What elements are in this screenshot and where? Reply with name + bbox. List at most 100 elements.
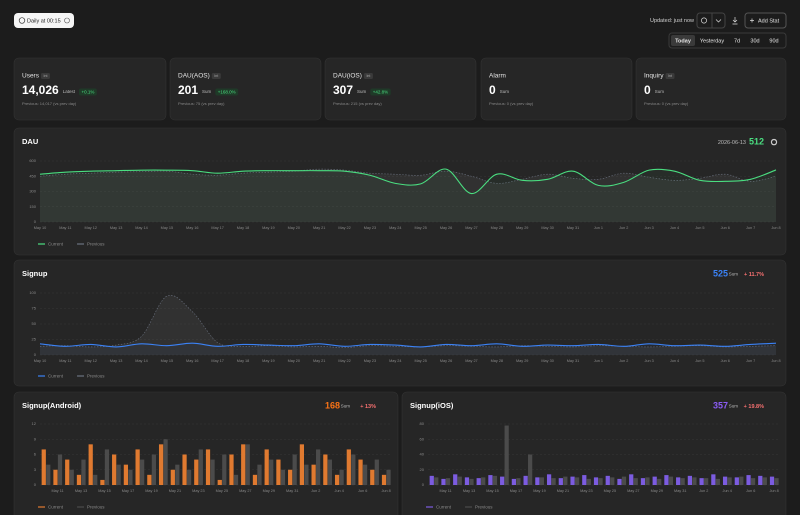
previous-bar xyxy=(621,476,627,485)
range-tabs xyxy=(668,32,787,49)
chart-change: + 19.8% xyxy=(744,404,764,410)
x-tick-label: May 13 xyxy=(75,489,87,493)
x-tick-label: May 18 xyxy=(237,226,249,230)
legend-label: Current xyxy=(436,504,452,509)
previous-bar xyxy=(774,478,779,485)
current-bar xyxy=(769,476,775,485)
x-tick-label: Jun 2 xyxy=(699,489,708,493)
stat-title: Users xyxy=(22,73,40,80)
previous-bar xyxy=(715,478,720,485)
stat-kind: Sum xyxy=(357,89,367,94)
y-tick-label: 20 xyxy=(420,467,425,472)
current-area xyxy=(40,169,776,222)
previous-bar xyxy=(81,459,86,485)
refresh-button[interactable] xyxy=(696,12,726,29)
add-stat-button[interactable]: Add Stat xyxy=(744,12,787,29)
x-tick-label: May 31 xyxy=(286,489,298,493)
x-tick-label: May 25 xyxy=(216,489,228,493)
current-bar xyxy=(41,449,46,485)
current-bar xyxy=(53,469,58,485)
x-tick-label: May 16 xyxy=(186,226,198,230)
x-tick-label: Jun 5 xyxy=(695,226,704,230)
stat-badge: Int xyxy=(668,74,672,78)
previous-bar xyxy=(128,469,133,485)
previous-bar xyxy=(386,469,391,485)
stat-value: 14,026 xyxy=(22,83,59,97)
current-bar xyxy=(205,449,211,485)
current-bar xyxy=(229,454,234,485)
range-tab[interactable]: Yesterday xyxy=(700,38,725,44)
current-bar xyxy=(711,474,716,485)
previous-bar xyxy=(563,476,568,485)
previous-bar xyxy=(481,477,486,485)
range-tab[interactable]: 7d xyxy=(734,38,740,44)
current-bar xyxy=(687,475,692,485)
previous-bar xyxy=(186,469,192,485)
chart-total: 168 xyxy=(325,400,340,410)
current-bar xyxy=(523,475,528,485)
range-tab[interactable]: Today xyxy=(671,35,695,46)
range-tab[interactable]: 30d xyxy=(750,38,759,44)
x-tick-label: Jun 3 xyxy=(644,359,653,363)
x-tick-label: May 30 xyxy=(541,359,553,363)
x-tick-label: May 25 xyxy=(604,489,616,493)
current-bar xyxy=(381,474,387,485)
current-bar xyxy=(194,459,199,485)
add-stat-label: Add Stat xyxy=(758,18,780,24)
x-tick-label: Jun 5 xyxy=(695,359,704,363)
current-bar xyxy=(558,478,563,485)
settings-icon[interactable] xyxy=(770,138,778,146)
y-tick-label: 40 xyxy=(420,452,425,457)
previous-bar xyxy=(304,464,309,485)
previous-bar xyxy=(598,478,603,485)
previous-bar xyxy=(528,454,533,485)
previous-bar xyxy=(633,478,638,485)
current-bar xyxy=(299,444,304,485)
legend-label: Current xyxy=(48,241,64,246)
legend-label: Current xyxy=(48,504,64,509)
x-tick-label: Jun 2 xyxy=(311,489,320,493)
current-bar xyxy=(264,449,269,485)
download-button[interactable] xyxy=(732,17,738,25)
stat-kind: Sum xyxy=(202,89,212,94)
updated-text: Updated: just now xyxy=(650,18,694,24)
previous-bar xyxy=(327,459,332,485)
stat-change: +42.8% xyxy=(373,89,388,94)
y-tick-label: 450 xyxy=(29,173,36,178)
x-tick-label: Jun 7 xyxy=(746,226,755,230)
previous-bar xyxy=(104,449,110,485)
x-tick-label: May 11 xyxy=(440,489,452,493)
x-tick-label: Jun 1 xyxy=(594,226,603,230)
x-tick-label: May 29 xyxy=(263,489,275,493)
chart-kind: Sum xyxy=(729,272,739,277)
current-bar xyxy=(100,479,105,485)
x-tick-label: May 13 xyxy=(463,489,475,493)
previous-bar xyxy=(750,478,756,485)
previous-bar xyxy=(445,478,451,485)
x-tick-label: May 24 xyxy=(389,226,401,230)
previous-bar xyxy=(586,478,591,485)
stat-value: 0 xyxy=(489,83,496,97)
chart-panel xyxy=(13,259,787,387)
schedule-button[interactable]: Daily at 00:15 xyxy=(14,13,74,28)
range-tab[interactable]: 90d xyxy=(769,38,778,44)
y-tick-label: 12 xyxy=(32,421,37,426)
previous-bar xyxy=(175,464,180,485)
y-tick-label: 50 xyxy=(32,321,37,326)
y-tick-label: 600 xyxy=(29,158,36,163)
stat-card xyxy=(169,57,322,121)
range-tab-label: Yesterday xyxy=(700,38,725,44)
current-bar xyxy=(323,454,328,485)
x-tick-label: Jun 6 xyxy=(721,359,730,363)
x-tick-label: May 15 xyxy=(486,489,498,493)
current-bar xyxy=(488,475,493,485)
stat-kind: Sum xyxy=(655,89,665,94)
stat-title: DAU(iOS) xyxy=(333,73,362,80)
current-bar xyxy=(123,464,128,485)
stat-badge-bg xyxy=(211,73,221,79)
previous-bar xyxy=(93,474,98,485)
previous-bar xyxy=(222,454,227,485)
current-bar xyxy=(76,474,82,485)
y-tick-label: 0 xyxy=(34,482,37,487)
